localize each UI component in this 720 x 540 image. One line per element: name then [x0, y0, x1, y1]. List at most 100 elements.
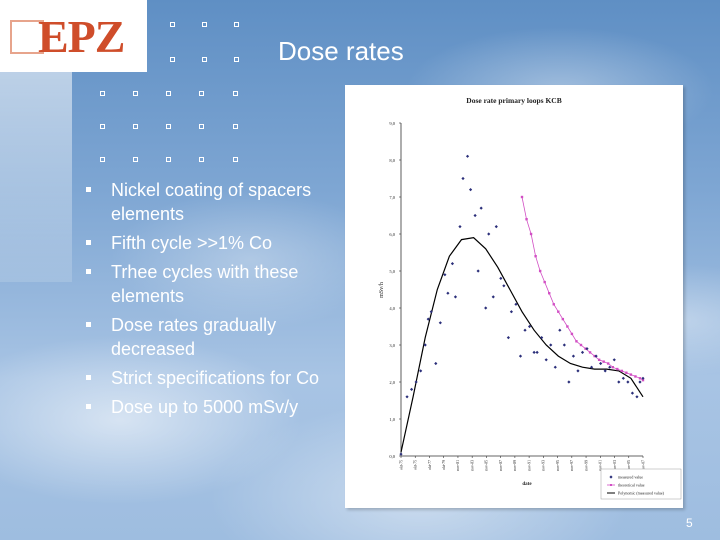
theoretical-point — [625, 371, 628, 374]
x-tick-label: nov-89 — [513, 460, 517, 471]
measured-point — [491, 295, 495, 299]
dot-square-icon — [199, 91, 204, 96]
measured-point — [502, 284, 506, 288]
theoretical-point — [538, 269, 542, 273]
measured-point — [409, 387, 414, 391]
dot-square-icon — [202, 57, 207, 62]
bullet-square-icon — [86, 240, 91, 245]
theoretical-point — [597, 358, 601, 361]
measured-point — [429, 310, 433, 314]
bullet-square-icon — [86, 187, 91, 192]
dot-square-icon — [166, 124, 171, 129]
measured-point — [549, 343, 553, 347]
x-tick-label: nov-87 — [499, 460, 503, 471]
measured-point — [465, 154, 470, 158]
measured-point — [506, 336, 510, 340]
legend-label: Polynomic (measured value) — [618, 491, 665, 496]
measured-point — [535, 350, 539, 354]
x-tick-label: nov-83 — [470, 460, 474, 471]
dot-square-icon — [166, 91, 171, 96]
theoretical-point — [557, 310, 560, 313]
bullet-text: Dose rates gradually decreased — [111, 315, 277, 359]
theoretical-point — [611, 366, 614, 369]
chart-legend: measured value theoretical value Polynomic… — [600, 468, 682, 500]
measured-point — [626, 380, 630, 384]
measured-point — [527, 324, 532, 329]
chart-title: Dose rate primary loops KCB — [466, 96, 561, 105]
y-axis-label: mSv/h — [379, 282, 385, 298]
measured-point — [461, 176, 465, 181]
dot-square-icon — [234, 22, 239, 27]
measured-point — [468, 188, 473, 192]
theoretical-point — [620, 369, 624, 373]
bullet-text: Nickel coating of spacers elements — [111, 180, 312, 224]
theoretical-point — [607, 362, 610, 365]
legend-label: theoretical value — [618, 483, 645, 488]
x-tick-label: okt-77 — [428, 460, 432, 470]
measured-point — [621, 376, 625, 380]
dot-square-icon — [199, 157, 204, 162]
dot-square-icon — [233, 91, 238, 96]
dot-square-icon — [199, 124, 204, 129]
bullet-text: Strict specifications for Co — [111, 368, 320, 388]
dot-square-icon — [170, 57, 175, 62]
dot-square-icon — [133, 91, 138, 96]
dot-square-icon — [166, 157, 171, 162]
logo-side-panel — [0, 72, 72, 282]
x-tick-label: nov-99 — [584, 460, 588, 471]
measured-point — [603, 369, 607, 373]
x-axis-label: date — [522, 482, 532, 487]
chart-marks — [399, 154, 645, 456]
dot-square-icon — [133, 124, 138, 129]
dot-square-icon — [234, 57, 239, 62]
bullet-text: Trhee cycles with these elements — [111, 262, 299, 306]
measured-point — [438, 321, 442, 325]
dose-rate-chart: Dose rate primary loops KCB mSv/h date 0… — [379, 96, 682, 500]
legend-measured-marker — [609, 475, 613, 479]
dot-square-icon — [100, 124, 105, 129]
x-tick-label: nov-81 — [456, 460, 460, 471]
legend-box — [600, 468, 682, 500]
bullet-list: Nickel coating of spacers elements Fifth… — [86, 178, 336, 424]
y-tick-label: 7,0 — [389, 195, 395, 201]
bullet-square-icon — [86, 404, 91, 409]
measured-point — [509, 310, 514, 314]
polynomial-trend-line — [400, 237, 644, 453]
dot-square-icon — [233, 124, 238, 129]
x-tick-label: nov-01 — [599, 460, 603, 471]
theoretical-point — [575, 340, 578, 343]
theoretical-point — [561, 317, 565, 321]
dot-square-icon — [233, 157, 238, 162]
x-tick-label: nov-03 — [613, 460, 617, 471]
measured-point — [479, 206, 483, 210]
x-tick-label: nov-93 — [542, 460, 546, 471]
x-tick-label: nov-05 — [627, 460, 631, 471]
y-tick-label: 2,0 — [389, 380, 395, 386]
measured-point — [544, 358, 548, 362]
bullet-square-icon — [86, 375, 91, 380]
measured-point — [638, 380, 642, 384]
dot-square-icon — [170, 22, 175, 27]
theoretical-point — [525, 218, 528, 221]
measured-point — [414, 380, 418, 384]
measured-point — [518, 354, 523, 358]
measured-point — [473, 213, 477, 218]
theoretical-point — [548, 292, 551, 295]
theoretical-point — [634, 375, 637, 378]
measured-point — [523, 328, 527, 332]
theoretical-point — [520, 195, 524, 199]
bullet-square-icon — [86, 269, 91, 274]
theoretical-point — [641, 378, 645, 382]
measured-point — [423, 343, 427, 347]
theoretical-point — [602, 360, 605, 363]
theoretical-point — [629, 373, 633, 376]
measured-point — [487, 232, 491, 236]
theoretical-point — [534, 255, 537, 258]
bullet-item: Strict specifications for Co — [86, 366, 336, 390]
theoretical-point — [579, 343, 583, 347]
measured-point — [453, 295, 458, 299]
theoretical-point — [588, 351, 592, 354]
measured-point — [567, 380, 571, 384]
measured-point — [443, 273, 447, 277]
bullet-item: Dose up to 5000 mSv/y — [86, 395, 336, 419]
